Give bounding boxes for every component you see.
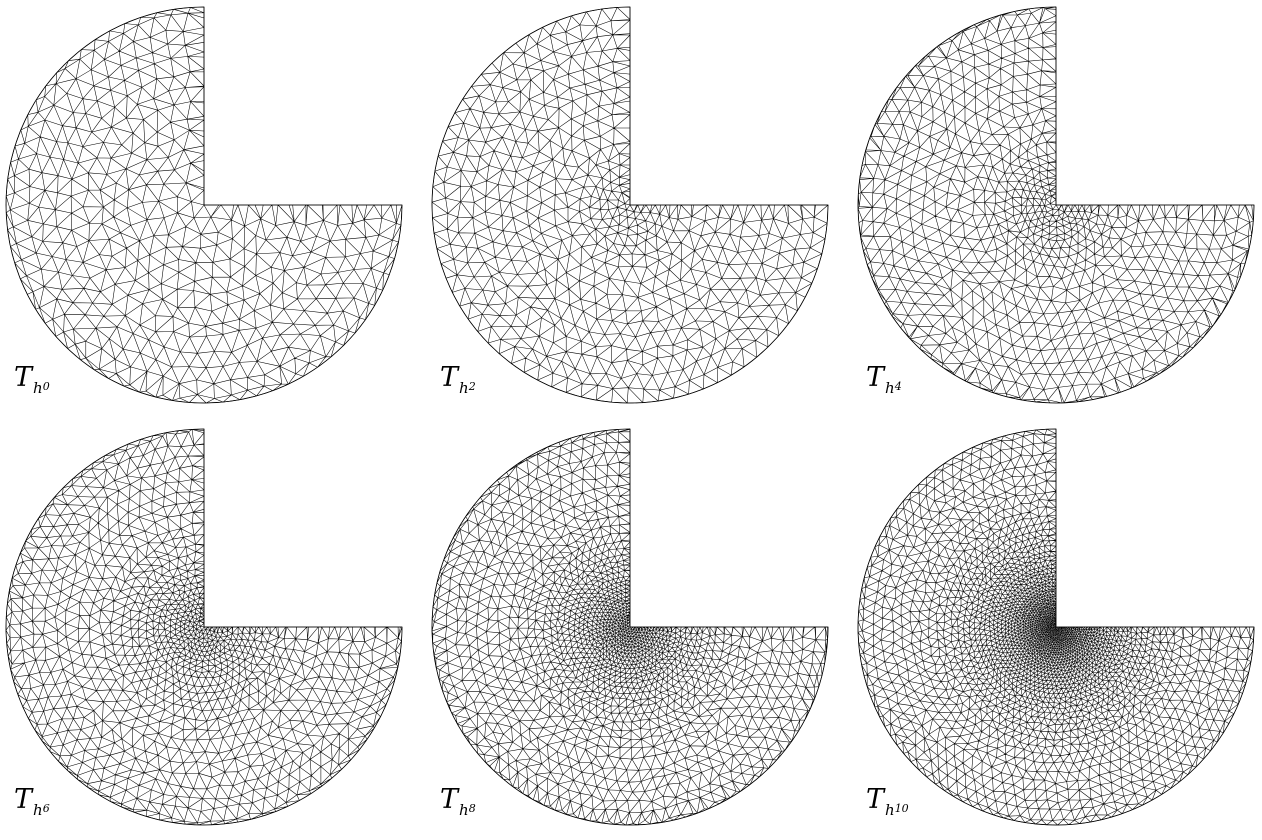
mesh-label-h10: Th10 <box>866 784 909 819</box>
mesh-panel-h0: Th0 <box>4 4 424 418</box>
mesh-panel-h4: Th4 <box>856 4 1262 418</box>
mesh-h10 <box>857 428 1255 826</box>
mesh-label-h8: Th8 <box>440 784 476 819</box>
mesh-h0 <box>5 6 403 404</box>
domain-boundary <box>5 6 403 404</box>
mesh-h6 <box>5 428 403 826</box>
mesh-h2 <box>431 6 829 404</box>
mesh-h4 <box>857 6 1255 404</box>
domain-boundary <box>857 6 1255 404</box>
domain-boundary <box>857 428 1255 826</box>
domain-boundary <box>5 428 403 826</box>
mesh-h8 <box>431 428 829 826</box>
mesh-label-h0: Th0 <box>14 362 50 397</box>
mesh-label-h4: Th4 <box>866 362 902 397</box>
domain-boundary <box>431 428 829 826</box>
mesh-label-h2: Th2 <box>440 362 476 397</box>
domain-boundary <box>431 6 829 404</box>
mesh-panel-h6: Th6 <box>4 426 424 840</box>
mesh-panel-h8: Th8 <box>430 426 850 840</box>
mesh-label-h6: Th6 <box>14 784 50 819</box>
mesh-panel-h2: Th2 <box>430 4 850 418</box>
mesh-panel-h10: Th10 <box>856 426 1262 840</box>
